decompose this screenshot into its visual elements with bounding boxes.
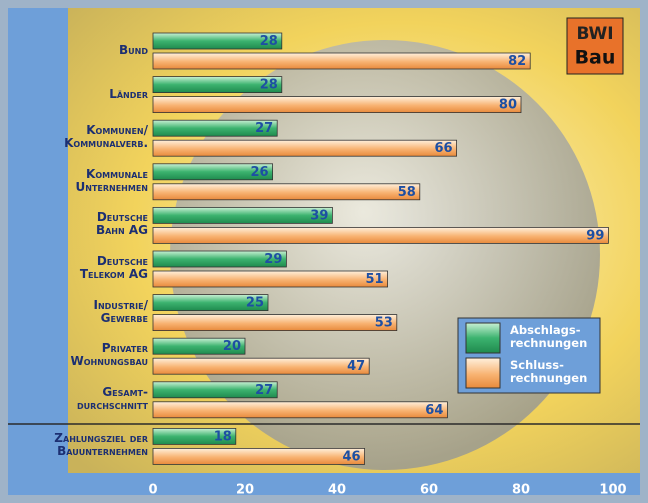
logo-text: BWI [576,24,613,44]
legend-label: Schluss- rechnungen [510,359,587,385]
y-tick-label: Länder [109,88,148,101]
legend-label: Abschlags- rechnungen [510,324,587,350]
y-tick-label: Bund [119,44,148,57]
value-label: 80 [499,98,517,113]
value-label: 58 [398,185,416,200]
value-label: 28 [260,78,278,93]
y-tick-label: Privater Wohnungsbau [71,342,149,368]
y-tick-label: Deutsche Bahn AG [96,211,148,237]
bar [153,448,365,464]
logo-text: Bau [575,47,616,69]
y-tick-label: Kommunen/ Kommunalverb. [64,124,148,150]
x-tick-label: 0 [148,483,157,498]
y-tick-label: Kommunale Unternehmen [76,168,149,194]
value-label: 51 [366,272,384,287]
value-label: 46 [343,449,361,464]
value-label: 18 [214,429,232,444]
value-label: 53 [375,316,393,331]
value-label: 99 [586,228,604,243]
value-label: 27 [255,121,273,136]
value-label: 27 [255,383,273,398]
legend-swatch [466,323,500,353]
value-label: 28 [260,34,278,49]
bar [153,207,332,223]
x-tick-label: 20 [236,483,254,498]
y-tick-label: Industrie/ Gewerbe [94,299,149,325]
value-label: 47 [347,359,365,374]
chart: BWI Bau 0 20 40 60 80 100 28 82 28 80 27 66 26 58 39 99… [0,0,648,503]
value-label: 64 [425,403,443,418]
chart-svg: BWI Bau 0 20 40 60 80 100 28 82 28 80 27 66 26 58 39 99… [0,0,648,503]
bar [153,184,420,200]
bar [153,358,369,374]
x-tick-label: 80 [512,483,530,498]
bar [153,227,608,243]
bar [153,271,388,287]
value-label: 25 [246,296,264,311]
x-tick-label: 100 [599,483,626,498]
value-label: 39 [310,208,328,223]
value-label: 66 [435,141,453,156]
y-tick-label: Deutsche Telekom AG [80,255,148,281]
bar [153,140,457,156]
x-tick-label: 60 [420,483,438,498]
left-strip [8,8,68,495]
y-tick-label: Gesamt- durchschnitt [77,386,148,412]
value-label: 20 [223,339,241,354]
value-label: 29 [264,252,282,267]
value-label: 26 [251,165,269,180]
bar [153,402,447,418]
bar [153,53,530,69]
bar [153,315,397,331]
legend-swatch [466,358,500,388]
bar [153,97,521,113]
x-tick-label: 40 [328,483,346,498]
value-label: 82 [508,54,526,69]
y-tick-label: Zahlungsziel der Bauunternehmen [54,432,148,458]
axis-band [8,473,640,495]
